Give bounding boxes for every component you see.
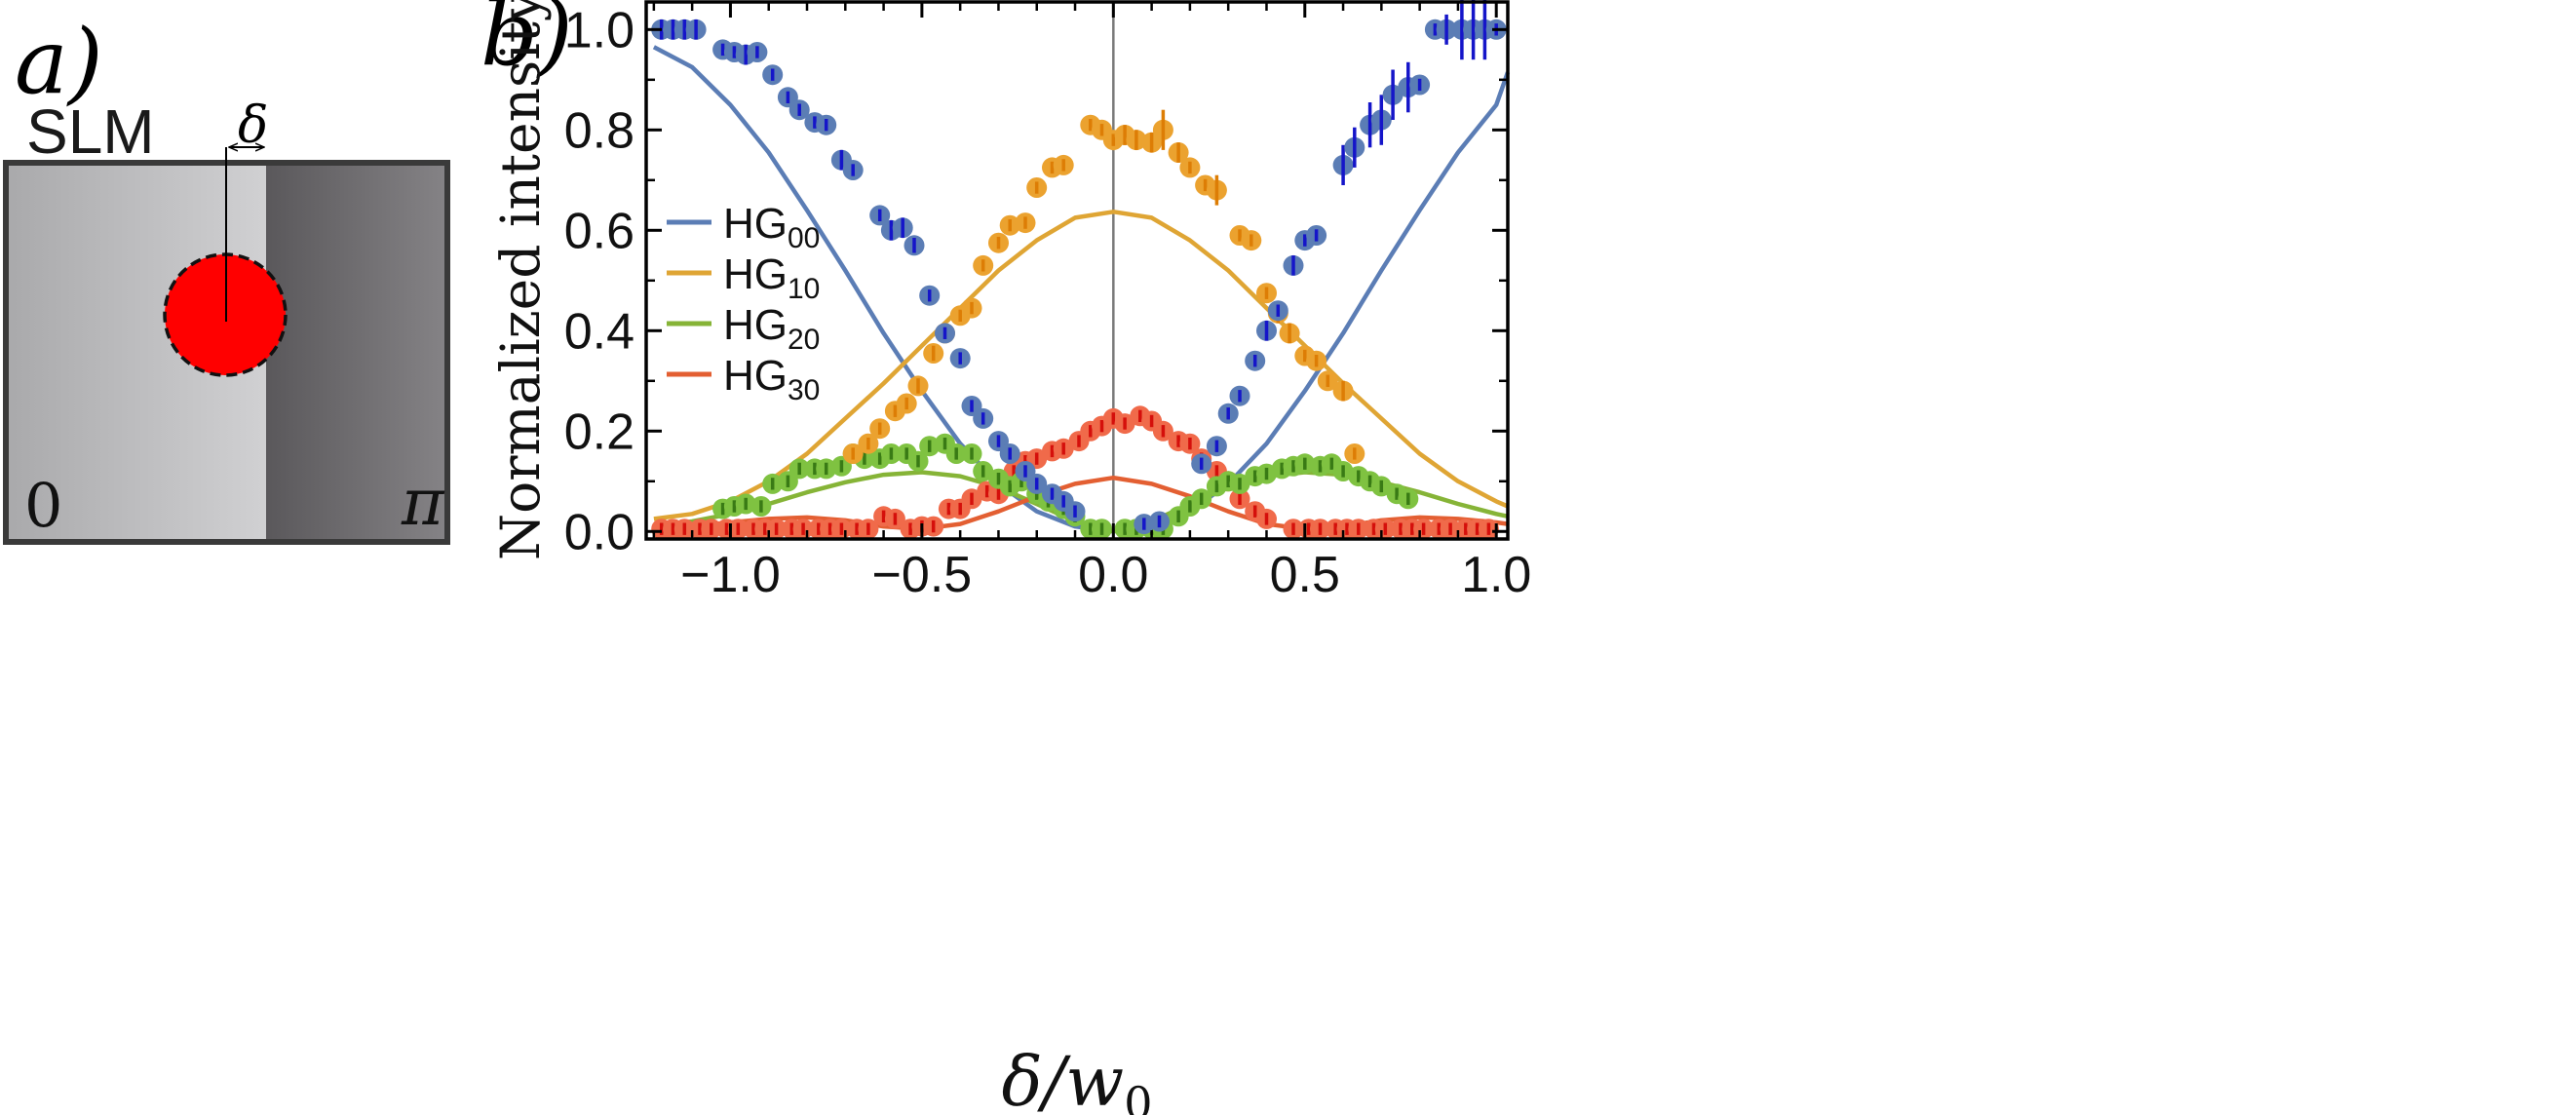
panel-a-label: a) [15, 10, 103, 114]
x-axis-label: δ/w0 [1002, 1042, 1153, 1115]
legend-label-subscript: 10 [788, 273, 820, 305]
x-tick-label: 1.0 [1461, 547, 1531, 603]
axis-ticks: 0.0 0.2 0.4 0.6 0.8 1.0 −1.0 −0.5 0.0 0.5 1.0 [564, 2, 1531, 603]
legend-label-base: HG [723, 352, 788, 400]
x-axis-label-main: δ/w [1002, 1042, 1125, 1115]
legend-label-base: HG [723, 301, 788, 349]
y-tick-label: 0.6 [564, 203, 634, 259]
legend-label-base: HG [723, 200, 788, 248]
phase-zero-label: 0 [24, 470, 62, 541]
slm-pi-phase-region [266, 163, 447, 542]
panel-a: a) SLM δ 0 π [3, 10, 450, 545]
x-tick-label: 0.0 [1078, 547, 1148, 603]
legend-label-subscript: 20 [788, 324, 820, 356]
slm-label: SLM [26, 96, 155, 167]
x-tick-label: −1.0 [680, 547, 781, 603]
phase-pi-label: π [401, 465, 445, 540]
plot-frame [644, 0, 1510, 541]
legend-label-hg20: HG20 [723, 301, 820, 356]
y-tick-label: 1.0 [564, 2, 634, 58]
x-tick-label: 0.5 [1270, 547, 1340, 603]
plot-content [651, 0, 1511, 540]
theory-curve-hg10 [653, 210, 1509, 521]
legend-label-hg10: HG10 [723, 250, 820, 305]
panel-b-label: b) [481, 0, 573, 86]
y-axis-label: Normalized intensity [489, 0, 552, 560]
legend-label-base: HG [723, 250, 788, 298]
y-tick-label: 0.0 [564, 504, 634, 560]
y-tick-label: 0.8 [564, 102, 634, 159]
legend-label-subscript: 30 [788, 374, 820, 406]
x-axis-label-sub: 0 [1124, 1077, 1152, 1115]
x-tick-label: −0.5 [872, 547, 973, 603]
legend-label-hg30: HG30 [723, 352, 820, 406]
panel-b: b) 0.0 0.2 0.4 0.6 0.8 1.0 −1.0 −0.5 0.0 0.5 1.0 N… [481, 0, 1531, 1115]
y-tick-label: 0.2 [564, 404, 634, 460]
legend-label-subscript: 00 [788, 222, 820, 254]
y-tick-label: 0.4 [564, 303, 634, 360]
legend-label-hg00: HG00 [723, 200, 820, 254]
